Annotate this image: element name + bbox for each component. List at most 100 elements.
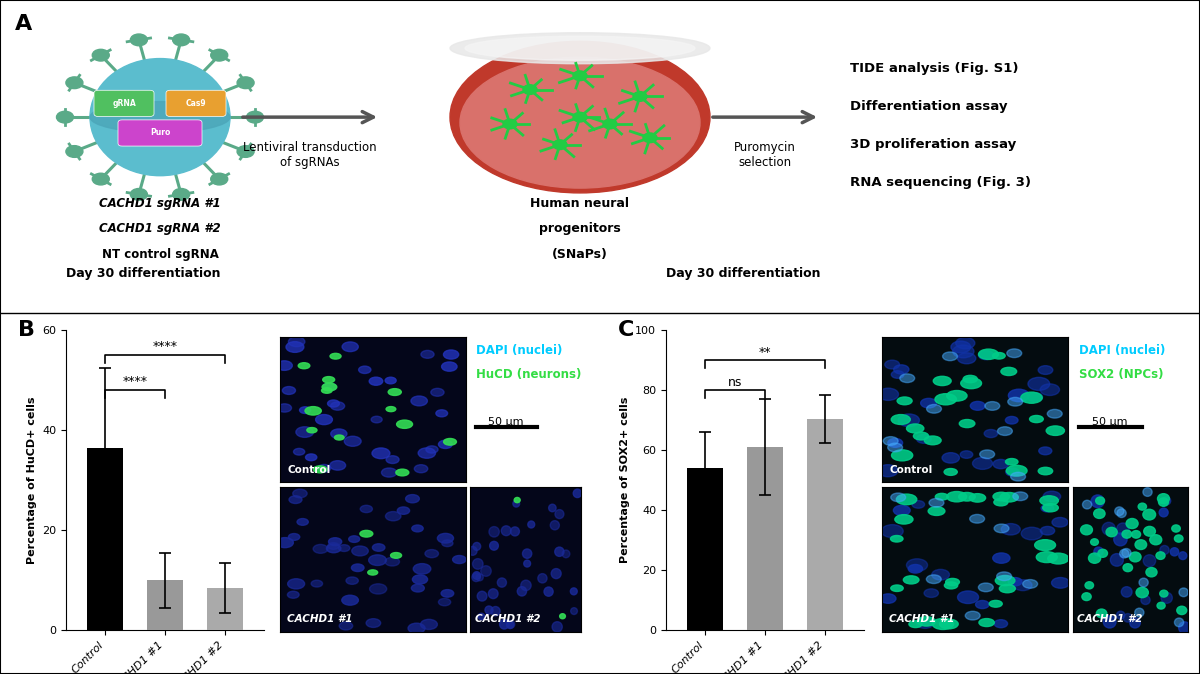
Ellipse shape (947, 491, 967, 502)
Ellipse shape (1008, 398, 1022, 406)
Ellipse shape (366, 619, 380, 627)
Ellipse shape (276, 538, 293, 548)
Ellipse shape (528, 521, 535, 528)
Text: 50 μm: 50 μm (1092, 417, 1128, 427)
Ellipse shape (554, 510, 564, 518)
Ellipse shape (917, 435, 931, 443)
Ellipse shape (328, 543, 340, 549)
Ellipse shape (1022, 580, 1038, 588)
Ellipse shape (438, 440, 452, 448)
Ellipse shape (570, 588, 577, 595)
Ellipse shape (1142, 510, 1156, 520)
Ellipse shape (276, 361, 293, 371)
Ellipse shape (934, 376, 952, 386)
Ellipse shape (1085, 582, 1093, 589)
Ellipse shape (318, 464, 331, 472)
Ellipse shape (994, 492, 1009, 501)
Ellipse shape (1034, 540, 1056, 551)
Ellipse shape (906, 559, 928, 572)
Ellipse shape (1129, 552, 1141, 562)
Text: Human neural: Human neural (530, 197, 630, 210)
Ellipse shape (1110, 553, 1123, 566)
Ellipse shape (1178, 622, 1190, 634)
Ellipse shape (896, 494, 917, 505)
Ellipse shape (288, 591, 299, 599)
Ellipse shape (562, 550, 570, 558)
Ellipse shape (367, 570, 378, 575)
Ellipse shape (958, 591, 978, 603)
Bar (808, 419, 844, 630)
Ellipse shape (300, 407, 311, 413)
Text: ns: ns (728, 375, 742, 389)
Ellipse shape (978, 350, 994, 360)
Ellipse shape (450, 41, 710, 193)
Ellipse shape (322, 384, 337, 391)
Ellipse shape (508, 620, 515, 628)
Ellipse shape (1132, 530, 1141, 538)
Ellipse shape (1144, 555, 1156, 567)
Ellipse shape (1001, 524, 1020, 535)
Ellipse shape (442, 540, 452, 547)
Circle shape (634, 92, 647, 101)
Ellipse shape (920, 398, 936, 408)
Ellipse shape (1006, 417, 1018, 424)
Text: HuCD (neurons): HuCD (neurons) (476, 367, 581, 381)
Ellipse shape (924, 589, 938, 597)
Ellipse shape (931, 570, 949, 580)
Ellipse shape (346, 577, 359, 584)
Ellipse shape (892, 415, 911, 425)
Ellipse shape (1039, 447, 1052, 455)
Ellipse shape (1175, 535, 1183, 542)
Circle shape (173, 34, 190, 46)
Ellipse shape (444, 439, 456, 445)
Ellipse shape (396, 469, 409, 476)
Text: CACHD1 #1: CACHD1 #1 (287, 614, 353, 624)
Ellipse shape (946, 578, 960, 586)
Ellipse shape (1177, 606, 1187, 615)
Ellipse shape (385, 557, 400, 566)
Text: C: C (618, 320, 635, 340)
Ellipse shape (1163, 497, 1171, 505)
Ellipse shape (514, 497, 520, 503)
Text: NT control sgRNA: NT control sgRNA (102, 249, 218, 262)
Ellipse shape (342, 595, 359, 605)
Ellipse shape (1008, 389, 1030, 402)
Ellipse shape (1040, 526, 1055, 535)
Ellipse shape (964, 375, 977, 383)
Ellipse shape (444, 350, 458, 359)
Ellipse shape (944, 468, 958, 475)
Ellipse shape (473, 543, 481, 551)
Ellipse shape (1159, 508, 1168, 517)
Ellipse shape (559, 614, 565, 619)
Bar (748, 448, 784, 630)
Circle shape (211, 173, 228, 185)
Ellipse shape (360, 506, 372, 513)
Ellipse shape (917, 617, 936, 626)
Ellipse shape (538, 574, 547, 583)
Ellipse shape (288, 579, 305, 589)
Ellipse shape (551, 569, 562, 578)
Ellipse shape (900, 374, 914, 383)
Ellipse shape (344, 436, 361, 446)
Y-axis label: Percentage of HuCD+ cells: Percentage of HuCD+ cells (26, 396, 36, 564)
Ellipse shape (881, 594, 896, 603)
Ellipse shape (382, 468, 397, 477)
Circle shape (574, 113, 587, 122)
Circle shape (66, 77, 83, 88)
Circle shape (523, 85, 538, 94)
Ellipse shape (970, 493, 985, 502)
Circle shape (246, 111, 264, 123)
Text: Puro: Puro (150, 129, 170, 137)
Ellipse shape (992, 353, 1006, 359)
Ellipse shape (898, 397, 912, 405)
Circle shape (211, 49, 228, 61)
Text: DAPI (nuclei): DAPI (nuclei) (476, 344, 563, 357)
Text: CACHD1 #2: CACHD1 #2 (1078, 614, 1142, 624)
Ellipse shape (359, 366, 371, 373)
Ellipse shape (899, 414, 919, 427)
Ellipse shape (913, 432, 929, 440)
Ellipse shape (277, 404, 292, 412)
Ellipse shape (476, 574, 484, 581)
Ellipse shape (1120, 549, 1129, 558)
Ellipse shape (1162, 592, 1172, 603)
